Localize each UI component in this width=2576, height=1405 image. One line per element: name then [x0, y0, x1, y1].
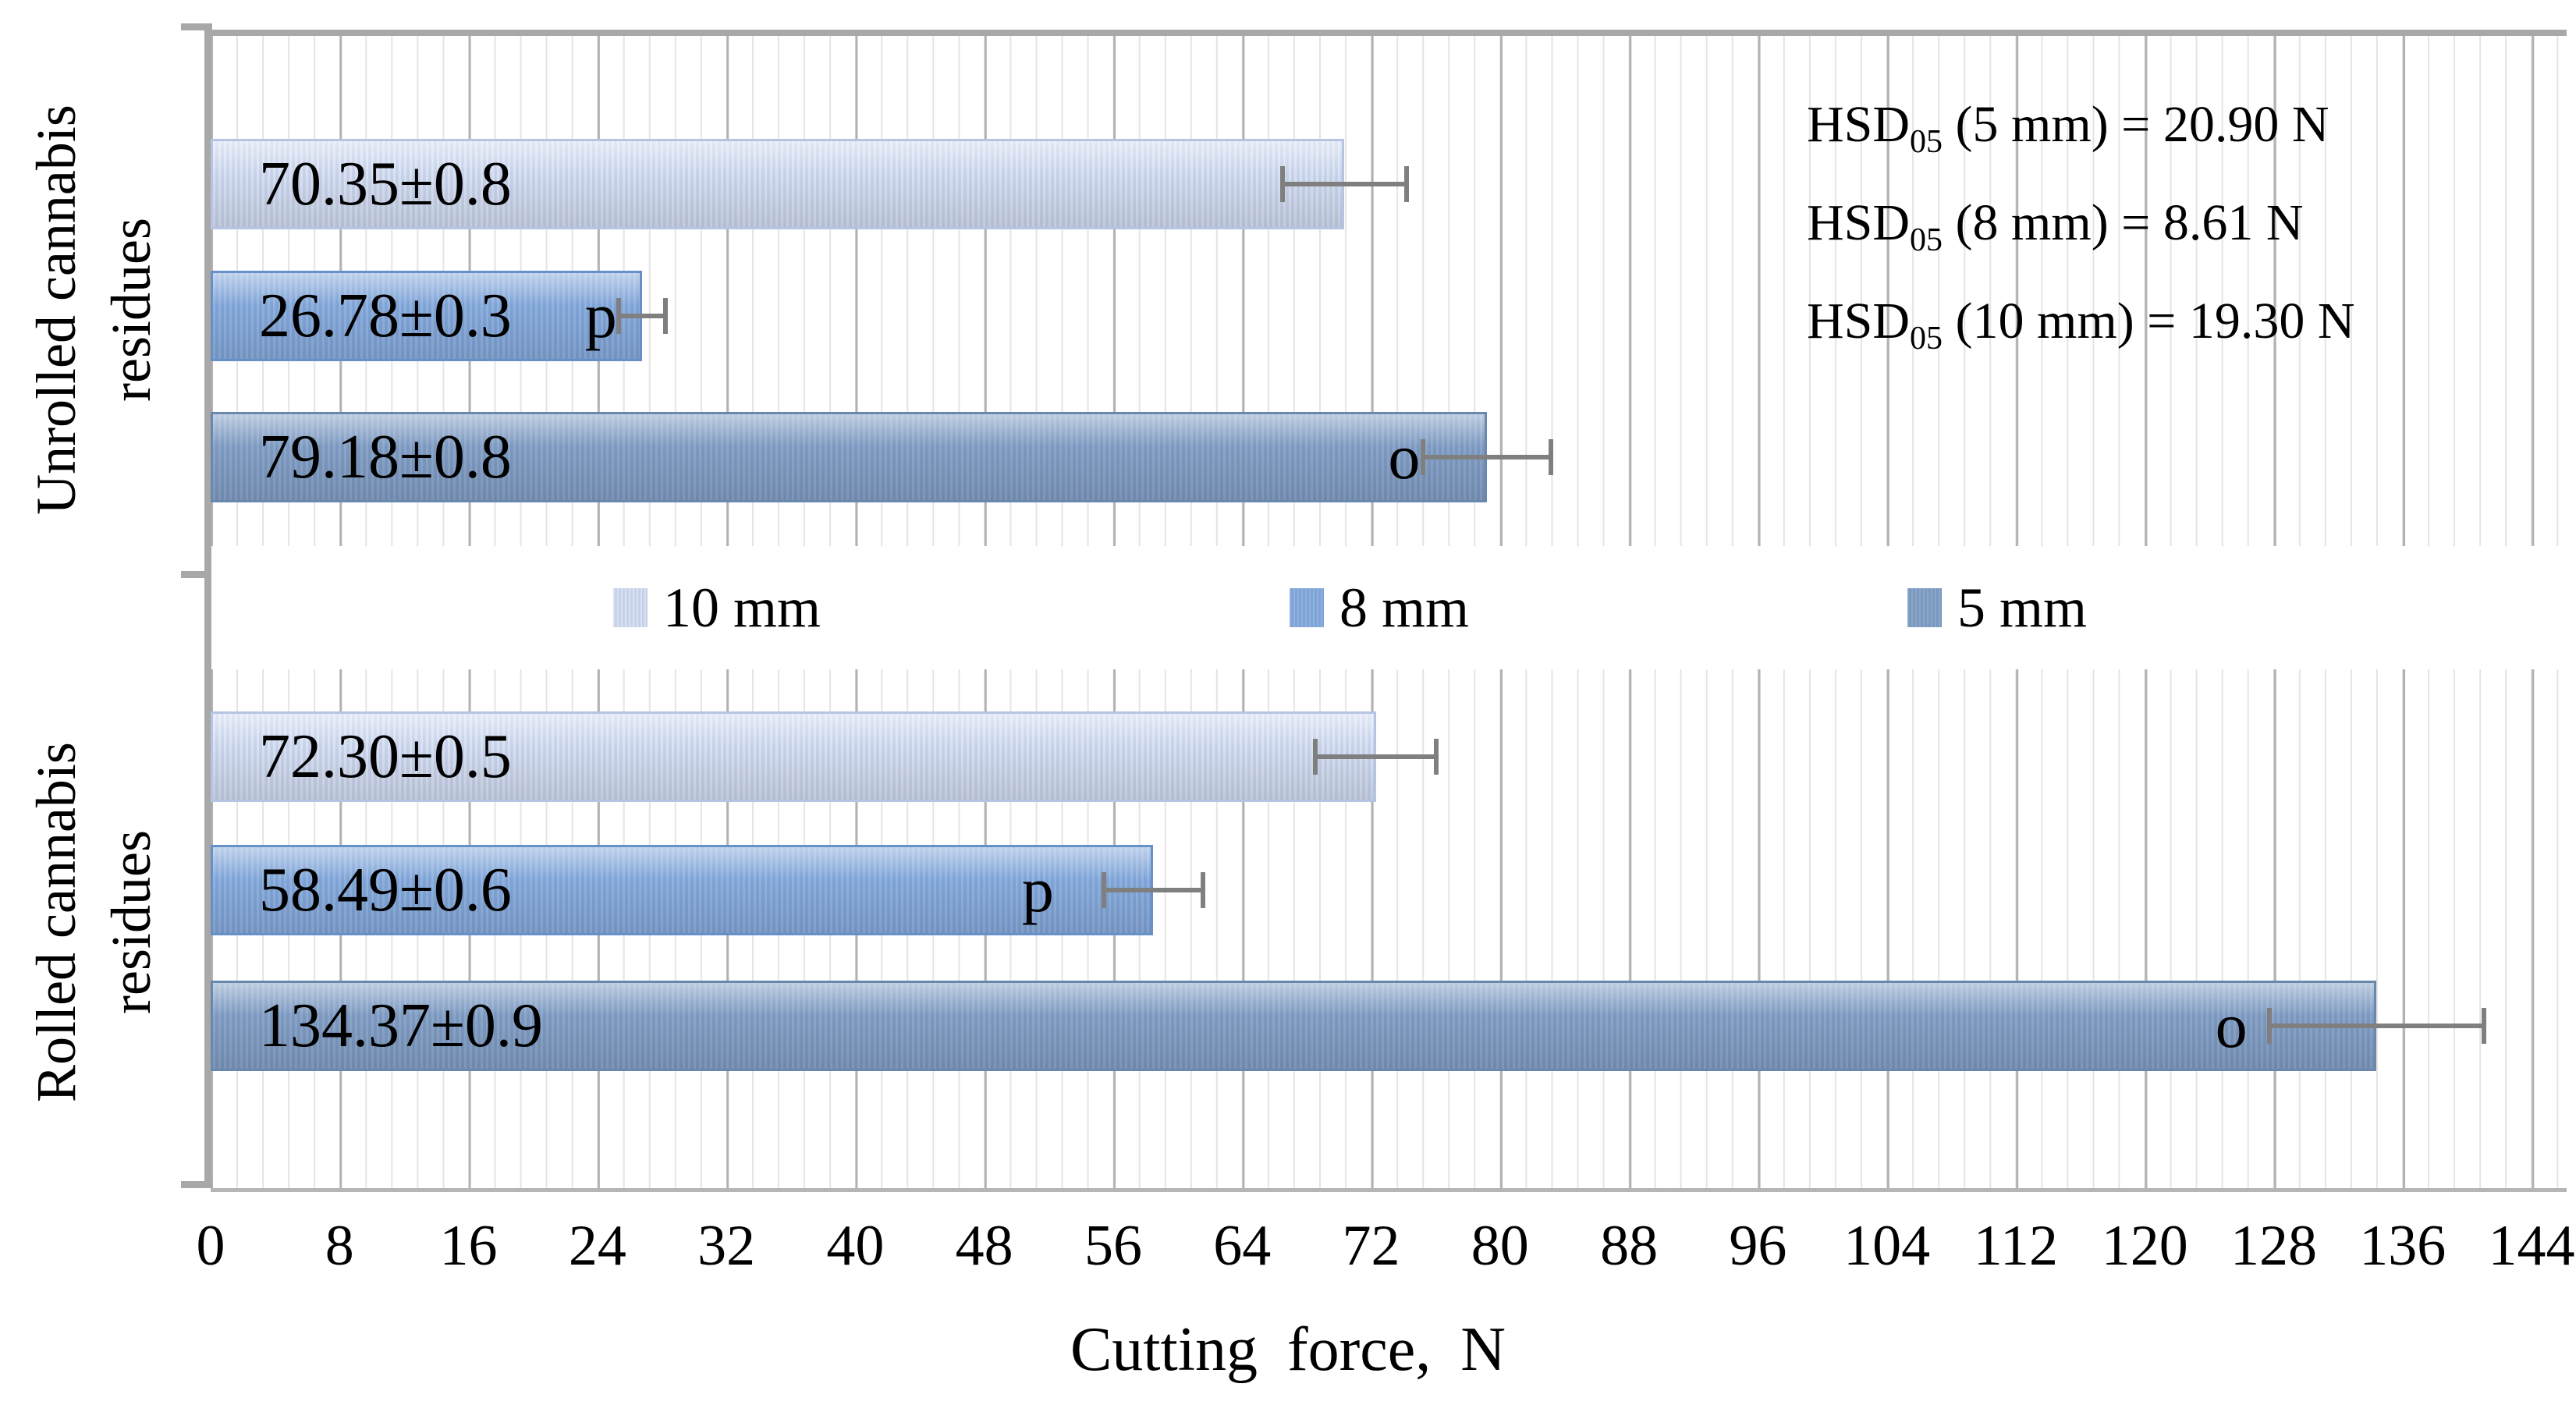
- significance-letter: o: [2215, 990, 2248, 1061]
- bar-8mm-unrolled: [211, 271, 643, 361]
- y-axis-line: [204, 23, 211, 1188]
- error-bar: [1279, 182, 1410, 186]
- x-tick-label: 64: [1213, 1214, 1272, 1278]
- bar-10mm-unrolled: [211, 139, 1345, 229]
- x-axis-title: Cutting force, N: [1070, 1315, 1506, 1384]
- bar-value-label: 134.37±0.9: [259, 992, 543, 1060]
- x-tick-label: 8: [325, 1214, 354, 1278]
- x-tick-label: 0: [196, 1214, 225, 1278]
- x-tick-label: 128: [2230, 1214, 2317, 1278]
- error-bar: [2266, 1024, 2486, 1028]
- error-bar-cap: [2266, 1008, 2272, 1044]
- x-tick-label: 104: [1843, 1214, 1931, 1278]
- legend: 10 mm 8 mm 5 mm: [211, 546, 2567, 669]
- error-bar-cap: [2481, 1008, 2486, 1044]
- significance-letter: p: [584, 280, 617, 351]
- x-tick-label: 40: [826, 1214, 885, 1278]
- bar-10mm-rolled: [211, 711, 1376, 802]
- significance-letter: o: [1388, 421, 1421, 492]
- bar-value-label: 26.78±0.3: [259, 282, 512, 350]
- x-tick-label: 96: [1729, 1214, 1787, 1278]
- y-axis-tick: [181, 1181, 212, 1188]
- legend-label: 5 mm: [1957, 576, 2088, 639]
- legend-swatch-10mm-icon: [613, 588, 648, 627]
- x-tick-label: 24: [568, 1214, 626, 1278]
- error-bar-cap: [663, 298, 669, 334]
- legend-swatch-5mm-icon: [1907, 588, 1942, 627]
- x-tick-label: 56: [1084, 1214, 1142, 1278]
- x-tick-label: 144: [2488, 1214, 2575, 1278]
- hsd-line-2: HSD05 (8 mm) = 8.61 N: [1807, 194, 2304, 258]
- bar-value-label: 58.49±0.6: [259, 856, 512, 924]
- legend-item-5mm: 5 mm: [1907, 546, 2087, 669]
- error-bar: [616, 314, 669, 318]
- hsd-line-1: HSD05 (5 mm) = 20.90 N: [1807, 96, 2329, 160]
- bar-value-label: 79.18±0.8: [259, 423, 512, 491]
- legend-item-8mm: 8 mm: [1290, 546, 1469, 669]
- legend-swatch-8mm-icon: [1290, 588, 1324, 627]
- error-bar: [1102, 888, 1205, 892]
- x-tick-label: 32: [697, 1214, 756, 1278]
- error-bar-cap: [1548, 439, 1553, 475]
- category-label-unrolled: Unrolled cannabis residues: [25, 105, 162, 515]
- x-tick-label: 48: [955, 1214, 1013, 1278]
- legend-item-10mm: 10 mm: [613, 546, 821, 669]
- legend-label: 8 mm: [1339, 576, 1470, 639]
- error-bar-cap: [1200, 872, 1205, 908]
- error-bar-cap: [1434, 739, 1439, 775]
- error-bar-cap: [1279, 166, 1285, 202]
- y-axis-tick: [181, 571, 212, 578]
- x-tick-label: 80: [1471, 1214, 1529, 1278]
- x-tick-label: 136: [2359, 1214, 2446, 1278]
- error-bar-cap: [1404, 166, 1410, 202]
- error-bar: [1313, 754, 1439, 759]
- error-bar-cap: [1421, 439, 1426, 475]
- x-tick-label: 88: [1600, 1214, 1659, 1278]
- x-tick-label: 72: [1342, 1214, 1400, 1278]
- error-bar: [1421, 455, 1553, 459]
- bar-5mm-unrolled: [211, 412, 1487, 502]
- bar-value-label: 70.35±0.8: [259, 150, 512, 218]
- hsd-line-3: HSD05 (10 mm) = 19.30 N: [1807, 293, 2355, 357]
- category-label-rolled: Rolled cannabis residues: [25, 742, 162, 1102]
- x-tick-label: 120: [2101, 1214, 2188, 1278]
- bar-value-label: 72.30±0.5: [259, 722, 512, 791]
- x-tick-label: 112: [1973, 1214, 2059, 1278]
- error-bar-cap: [1313, 739, 1318, 775]
- error-bar-cap: [616, 298, 622, 334]
- bar-5mm-rolled: [211, 981, 2377, 1071]
- x-tick-label: 16: [439, 1214, 498, 1278]
- significance-letter: p: [1021, 854, 1054, 925]
- error-bar-cap: [1102, 872, 1107, 908]
- hsd-annotation-block: HSD05 (5 mm) = 20.90 N HSD05 (8 mm) = 8.…: [1807, 84, 2355, 379]
- y-axis-tick: [181, 23, 212, 30]
- bar-8mm-rolled: [211, 845, 1154, 935]
- legend-label: 10 mm: [663, 576, 821, 639]
